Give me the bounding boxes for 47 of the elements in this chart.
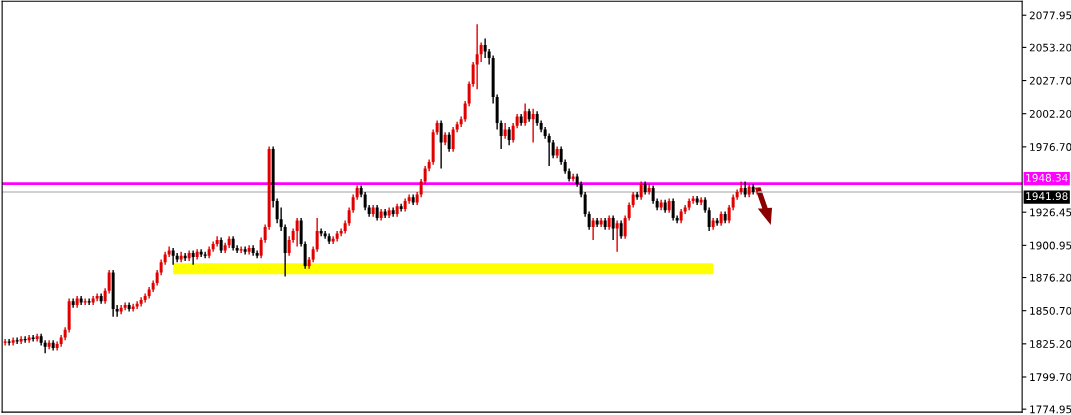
candlestick bbox=[691, 195, 695, 205]
candlestick bbox=[295, 217, 299, 248]
candlestick bbox=[127, 301, 131, 313]
y-tick-label: 1825.20 bbox=[1030, 340, 1071, 348]
y-tick-label: 2077.95 bbox=[1029, 11, 1071, 20]
y-tick-label: 1976.70 bbox=[1030, 143, 1071, 151]
candlestick bbox=[131, 303, 135, 313]
candlestick bbox=[639, 180, 643, 201]
candlestick bbox=[43, 339, 47, 354]
candlestick bbox=[447, 131, 451, 153]
candlestick bbox=[571, 173, 575, 183]
y-tick-label: 1876.20 bbox=[1030, 273, 1071, 282]
candlestick bbox=[255, 249, 259, 259]
candlestick bbox=[671, 197, 675, 222]
y-tick-label: 2002.20 bbox=[1029, 109, 1071, 118]
candlestick bbox=[739, 180, 743, 196]
candlestick bbox=[503, 122, 507, 140]
y-tick-label: 1900.95 bbox=[1030, 241, 1071, 250]
candlestick bbox=[647, 183, 651, 196]
candlestick bbox=[619, 219, 623, 240]
candlestick bbox=[451, 126, 455, 153]
candlestick bbox=[611, 214, 615, 241]
candlestick bbox=[591, 217, 595, 241]
candlestick bbox=[439, 119, 443, 170]
candlestick bbox=[215, 235, 219, 248]
candlestick bbox=[171, 247, 175, 266]
candlestick bbox=[479, 41, 483, 63]
y-tick-label: 1774.95 bbox=[1030, 405, 1071, 414]
y-tick-label: 1850.70 bbox=[1030, 306, 1071, 315]
candlestick bbox=[755, 187, 759, 196]
candlestick bbox=[319, 227, 323, 237]
ref-line-label: 1941.98 bbox=[1026, 192, 1068, 201]
y-tick-label: 2053.20 bbox=[1029, 43, 1071, 52]
ref-line-label: 1948.34 bbox=[1026, 173, 1068, 182]
candlestick bbox=[615, 219, 619, 253]
candlestick bbox=[547, 132, 551, 167]
y-tick-label: 1926.45 bbox=[1030, 208, 1071, 217]
candlestick bbox=[475, 23, 479, 90]
y-tick-label: 2027.70 bbox=[1029, 76, 1071, 85]
candlestick bbox=[507, 126, 511, 146]
candlestick bbox=[95, 292, 99, 302]
candlestick bbox=[191, 249, 195, 266]
y-tick-label: 1799.70 bbox=[1030, 373, 1071, 382]
candlestick bbox=[123, 301, 127, 311]
candlestick bbox=[531, 108, 535, 144]
candlestick bbox=[551, 139, 555, 159]
candlestick bbox=[523, 102, 527, 127]
